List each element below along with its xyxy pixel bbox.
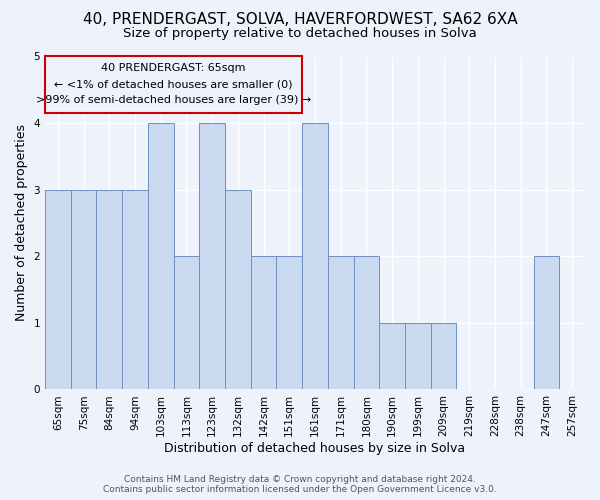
FancyBboxPatch shape	[45, 56, 302, 113]
Y-axis label: Number of detached properties: Number of detached properties	[15, 124, 28, 322]
Bar	[251, 256, 277, 390]
Bar	[148, 123, 173, 390]
Bar	[533, 256, 559, 390]
Bar	[405, 323, 431, 390]
Text: Size of property relative to detached houses in Solva: Size of property relative to detached ho…	[123, 28, 477, 40]
Bar	[302, 123, 328, 390]
Bar	[97, 190, 122, 390]
Bar	[225, 190, 251, 390]
Bar	[45, 190, 71, 390]
Text: ← <1% of detached houses are smaller (0): ← <1% of detached houses are smaller (0)	[55, 80, 293, 90]
Bar	[379, 323, 405, 390]
Bar	[71, 190, 97, 390]
Bar	[199, 123, 225, 390]
Text: >99% of semi-detached houses are larger (39) →: >99% of semi-detached houses are larger …	[36, 96, 311, 106]
Bar	[173, 256, 199, 390]
Bar	[277, 256, 302, 390]
Bar	[431, 323, 457, 390]
Text: 40, PRENDERGAST, SOLVA, HAVERFORDWEST, SA62 6XA: 40, PRENDERGAST, SOLVA, HAVERFORDWEST, S…	[83, 12, 517, 28]
Bar	[328, 256, 353, 390]
X-axis label: Distribution of detached houses by size in Solva: Distribution of detached houses by size …	[164, 442, 466, 455]
Bar	[122, 190, 148, 390]
Text: 40 PRENDERGAST: 65sqm: 40 PRENDERGAST: 65sqm	[101, 64, 246, 74]
Text: Contains public sector information licensed under the Open Government Licence v3: Contains public sector information licen…	[103, 485, 497, 494]
Text: Contains HM Land Registry data © Crown copyright and database right 2024.: Contains HM Land Registry data © Crown c…	[124, 475, 476, 484]
Bar	[353, 256, 379, 390]
